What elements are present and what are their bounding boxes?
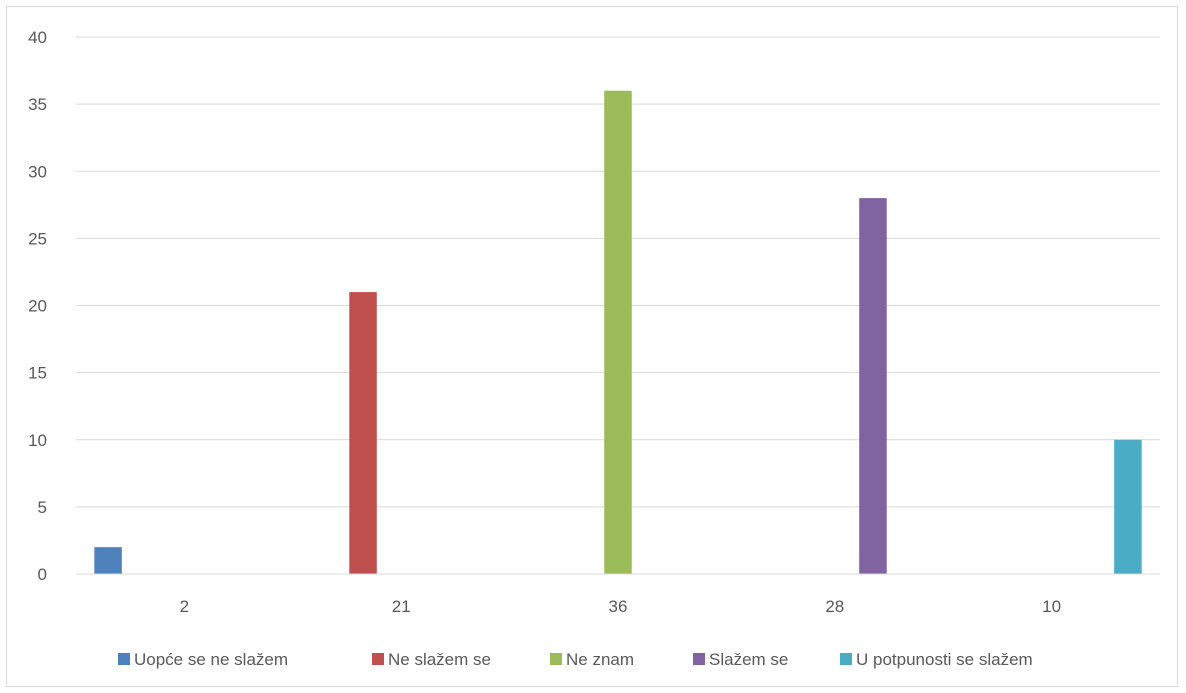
legend: Uopće se ne slažem Ne slažem se Ne znam Sla…	[118, 650, 1033, 669]
bar	[604, 90, 632, 574]
y-tick-label: 15	[28, 364, 47, 383]
y-tick-label: 0	[38, 565, 47, 584]
x-tick-label: 28	[825, 597, 844, 616]
legend-label: Uopće se ne slažem	[134, 650, 288, 669]
x-tick-label: 10	[1042, 597, 1061, 616]
x-tick-label: 21	[392, 597, 411, 616]
legend-swatch	[693, 653, 705, 665]
bar	[1114, 439, 1142, 574]
legend-label: Ne znam	[566, 650, 634, 669]
legend-swatch	[118, 653, 130, 665]
y-axis-tick-labels: 0 5 10 15 20 25 30 35 40	[28, 28, 47, 584]
y-tick-label: 25	[28, 229, 47, 248]
legend-swatch	[840, 653, 852, 665]
bars	[94, 90, 1142, 574]
x-tick-label: 2	[180, 597, 189, 616]
x-axis: 2 21 36 28 10	[76, 573, 1160, 616]
y-tick-label: 10	[28, 431, 47, 450]
legend-swatch	[372, 653, 384, 665]
bar	[859, 198, 887, 574]
y-tick-label: 20	[28, 297, 47, 316]
legend-label: U potpunosti se slažem	[856, 650, 1033, 669]
x-tick-label: 36	[609, 597, 628, 616]
bar	[349, 292, 377, 574]
legend-swatch	[550, 653, 562, 665]
y-tick-label: 35	[28, 95, 47, 114]
legend-label: Ne slažem se	[388, 650, 491, 669]
legend-label: Slažem se	[709, 650, 788, 669]
y-tick-label: 5	[38, 498, 47, 517]
y-tick-label: 30	[28, 162, 47, 181]
bar	[94, 547, 122, 574]
y-tick-label: 40	[28, 28, 47, 47]
